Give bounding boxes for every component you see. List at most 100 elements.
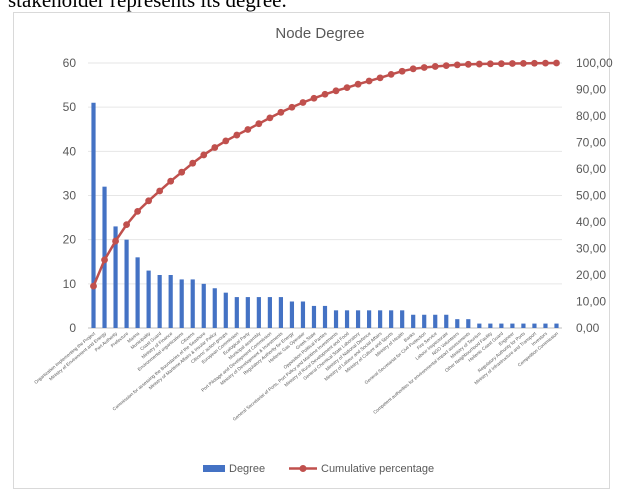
y-left-tick-label: 10 [63, 277, 77, 291]
bar [311, 305, 317, 328]
chart-frame [13, 12, 610, 489]
y-right-tick-label: 70,00 [576, 136, 606, 150]
line-point [134, 208, 142, 215]
y-left-tick-label: 0 [69, 321, 76, 335]
chart-title: Node Degree [275, 25, 364, 42]
x-category-label: Organization implementing the Project [33, 330, 96, 384]
bar [466, 319, 471, 328]
x-category-label: Ministry of Environment and Energy [48, 330, 107, 381]
line-point [90, 282, 97, 290]
bar [190, 279, 195, 328]
bar [389, 310, 394, 328]
legend-cumulative-swatch-marker [299, 465, 307, 472]
caption-text: stakeholder represents its degree. [8, 0, 287, 12]
y-right-tick-label: 20,00 [576, 268, 606, 282]
bar [400, 310, 405, 328]
bar [344, 310, 350, 328]
bar [157, 275, 162, 328]
bar [521, 323, 526, 328]
y-right-tick-label: 80,00 [576, 109, 606, 123]
bar [378, 310, 383, 328]
y-axis-left: 0 10 20 30 40 50 60 [63, 56, 77, 335]
bar [488, 323, 493, 328]
bar [322, 305, 328, 328]
bar [366, 310, 372, 328]
bar [267, 297, 272, 328]
y-right-tick-label: 50,00 [576, 189, 606, 203]
y-left-tick-label: 60 [63, 56, 77, 70]
line-point [299, 99, 307, 106]
line-point [200, 151, 208, 159]
bar [455, 319, 460, 328]
line-point [222, 137, 230, 145]
bar [422, 314, 427, 328]
y-right-tick-label: 100,00 [576, 56, 613, 70]
bar [355, 310, 361, 328]
bar [278, 297, 284, 328]
line-point [442, 62, 450, 70]
line-point [376, 74, 384, 82]
line-point [167, 177, 175, 185]
bar [532, 323, 537, 328]
bar [135, 257, 140, 328]
y-right-tick-label: 0,00 [576, 321, 600, 335]
line-point [497, 60, 505, 68]
bar [223, 292, 228, 328]
y-right-tick-label: 90,00 [576, 83, 606, 97]
legend: Degree Cumulative percentage [203, 463, 434, 475]
bar [444, 314, 449, 328]
bar [124, 239, 129, 328]
bar [411, 314, 416, 328]
bar [201, 283, 206, 328]
y-left-tick-label: 30 [63, 189, 77, 203]
bar [300, 301, 306, 328]
y-left-tick-label: 20 [63, 233, 77, 247]
y-right-tick-label: 60,00 [576, 162, 606, 176]
line-point [553, 59, 560, 67]
line-point [354, 80, 362, 88]
line-series [90, 59, 560, 290]
y-right-tick-label: 30,00 [576, 242, 606, 256]
bar [333, 310, 339, 328]
line-point [101, 256, 108, 264]
bar [510, 323, 515, 328]
line-point [431, 63, 439, 70]
line-point [420, 64, 428, 71]
line-point [123, 221, 130, 229]
bar [91, 102, 96, 328]
bar-series [91, 102, 559, 328]
line-point [409, 65, 417, 73]
line-point [112, 237, 119, 245]
line-point [453, 61, 461, 69]
bar [499, 323, 504, 328]
line-point [244, 126, 252, 133]
legend-cumulative-label: Cumulative percentage [321, 463, 434, 475]
bar [543, 323, 548, 328]
y-axis-right: 0,00 10,00 20,00 30,00 40,00 50,00 60,00 70,00 8… [576, 56, 613, 335]
bar [477, 323, 482, 328]
line-point [189, 159, 197, 167]
line-point [398, 67, 406, 75]
line-point [332, 87, 340, 95]
line-point [233, 131, 241, 139]
bar [245, 297, 250, 328]
bar [113, 226, 118, 328]
y-right-tick-label: 10,00 [576, 295, 606, 309]
y-left-tick-label: 40 [63, 144, 77, 158]
line-point [277, 108, 285, 116]
line-point [321, 90, 329, 98]
line-point [255, 120, 263, 128]
line-point [156, 187, 164, 195]
line-point [310, 94, 318, 102]
legend-degree-swatch [203, 465, 225, 472]
bar [168, 275, 173, 328]
line-point [475, 60, 483, 68]
legend-degree-label: Degree [229, 463, 265, 475]
bar [289, 301, 295, 328]
line-point [520, 59, 527, 67]
line-point [178, 168, 186, 176]
bar [256, 297, 261, 328]
line-point [542, 59, 549, 67]
line-point [464, 60, 472, 68]
